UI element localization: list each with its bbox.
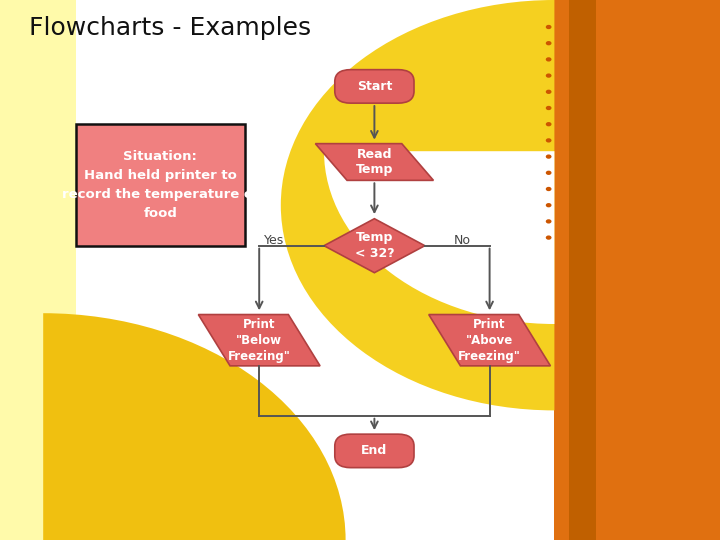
Text: Read
Temp: Read Temp [356,147,393,177]
Polygon shape [315,144,433,180]
Polygon shape [198,314,320,366]
Text: Print
"Above
Freezing": Print "Above Freezing" [458,318,521,363]
Bar [554,0,720,540]
Circle shape [546,106,552,110]
Bar [569,0,596,540]
Circle shape [546,122,552,126]
Text: Flowcharts - Examples: Flowcharts - Examples [29,16,311,40]
Circle shape [546,154,552,159]
Circle shape [546,73,552,78]
Circle shape [546,90,552,94]
Circle shape [546,171,552,175]
FancyBboxPatch shape [335,434,414,468]
Wedge shape [324,151,554,324]
Text: Yes: Yes [264,234,284,247]
FancyBboxPatch shape [76,124,245,246]
Text: Start: Start [356,80,392,93]
Circle shape [546,235,552,240]
Circle shape [546,25,552,29]
Text: Situation:
Hand held printer to
record the temperature of
food: Situation: Hand held printer to record t… [62,150,258,220]
Polygon shape [429,314,551,366]
Circle shape [546,203,552,207]
Circle shape [546,219,552,224]
Circle shape [546,41,552,45]
Text: Temp
< 32?: Temp < 32? [354,231,395,260]
Circle shape [546,138,552,143]
Wedge shape [43,313,346,540]
Circle shape [546,57,552,62]
Text: Print
"Below
Freezing": Print "Below Freezing" [228,318,291,363]
Circle shape [546,187,552,191]
Wedge shape [281,0,554,410]
Text: No: No [454,234,471,247]
FancyBboxPatch shape [335,70,414,103]
Bar [0,0,76,540]
Text: End: End [361,444,387,457]
Polygon shape [324,219,425,273]
